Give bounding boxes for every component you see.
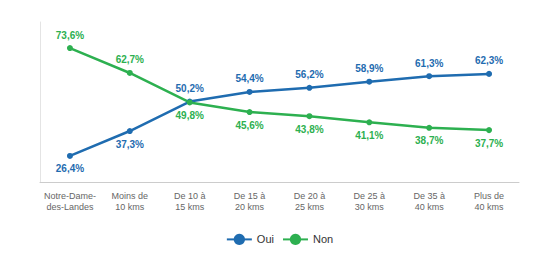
svg-text:41,1%: 41,1% <box>355 130 383 141</box>
svg-text:50,2%: 50,2% <box>176 83 204 94</box>
svg-text:58,9%: 58,9% <box>355 63 383 74</box>
svg-text:56,2%: 56,2% <box>295 69 323 80</box>
svg-text:37,3%: 37,3% <box>116 139 144 150</box>
svg-text:54,4%: 54,4% <box>235 73 263 84</box>
svg-text:Plus de: Plus de <box>474 191 504 201</box>
svg-text:49,8%: 49,8% <box>176 110 204 121</box>
svg-text:De 20 à: De 20 à <box>294 191 326 201</box>
svg-text:20 kms: 20 kms <box>235 202 265 212</box>
svg-text:Moins de: Moins de <box>112 191 149 201</box>
svg-text:30 kms: 30 kms <box>355 202 385 212</box>
svg-text:Non: Non <box>313 233 333 245</box>
svg-text:De 35 à: De 35 à <box>413 191 445 201</box>
svg-text:43,8%: 43,8% <box>295 124 323 135</box>
svg-text:Notre-Dame-: Notre-Dame- <box>44 191 96 201</box>
svg-text:37,7%: 37,7% <box>475 138 503 149</box>
svg-text:10 kms: 10 kms <box>115 202 145 212</box>
svg-text:62,3%: 62,3% <box>475 55 503 66</box>
svg-text:38,7%: 38,7% <box>415 135 443 146</box>
svg-text:62,7%: 62,7% <box>116 54 144 65</box>
svg-text:Oui: Oui <box>257 233 274 245</box>
svg-text:40 kms: 40 kms <box>415 202 445 212</box>
svg-text:73,6%: 73,6% <box>56 30 84 41</box>
svg-text:61,3%: 61,3% <box>415 58 443 69</box>
svg-text:De 15 à: De 15 à <box>234 191 266 201</box>
svg-text:45,6%: 45,6% <box>235 120 263 131</box>
svg-text:25 kms: 25 kms <box>295 202 325 212</box>
svg-text:40 kms: 40 kms <box>475 202 505 212</box>
svg-text:15 kms: 15 kms <box>175 202 205 212</box>
svg-text:des-Landes: des-Landes <box>46 202 94 212</box>
svg-text:De 25 à: De 25 à <box>354 191 386 201</box>
svg-text:De 10 à: De 10 à <box>174 191 206 201</box>
svg-text:26,4%: 26,4% <box>56 163 84 174</box>
